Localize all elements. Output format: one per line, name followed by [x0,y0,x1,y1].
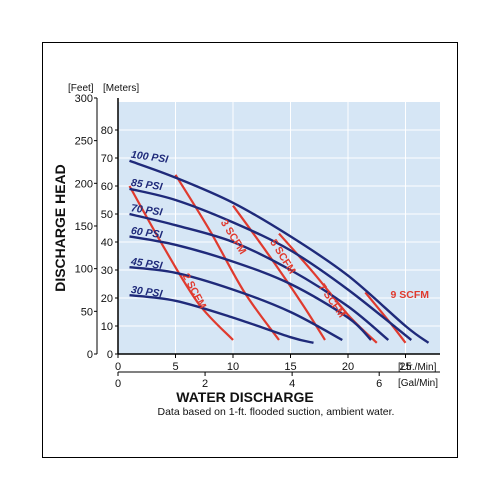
pressure-curve-5 [129,266,343,342]
pressure-curve-2 [129,187,413,341]
y-tick-label-meters: 80 [101,125,113,137]
pressure-curve-1 [129,159,430,344]
x-tick-label-gpm: 2 [202,378,208,390]
y-tick-label-meters: 10 [101,321,113,333]
pressure-label: 100 PSI [130,149,170,166]
pressure-curve-6 [129,294,314,344]
x-tick-label-lpm: 25 [399,361,411,373]
x-tick-label-lpm: 0 [115,361,121,373]
x-tick-label-lpm: 10 [227,361,239,373]
pressure-label: 70 PSI [130,202,164,218]
y-tick-label-feet: 0 [87,349,93,361]
y-unit-feet: [Feet] [68,83,94,94]
pressure-label: 60 PSI [130,225,164,241]
pressure-curve-3 [129,212,390,341]
y-tick-label-meters: 50 [101,209,113,221]
y-tick-label-meters: 0 [107,349,113,361]
pressure-label: 30 PSI [130,284,164,300]
y-tick-label-feet: 250 [75,136,93,148]
x-axis-title: WATER DISCHARGE [176,389,313,405]
pressure-curves [129,159,430,344]
y-tick-label-meters: 20 [101,293,113,305]
y-tick-label-meters: 60 [101,181,113,193]
x-tick-label-lpm: 15 [284,361,296,373]
x-tick-label-gpm: 6 [376,378,382,390]
y-tick-label-meters: 70 [101,153,113,165]
chart-note: Data based on 1-ft. flooded suction, amb… [158,406,395,418]
x-tick-label-gpm: 0 [115,378,121,390]
y-unit-meters: [Meters] [103,83,139,94]
y-tick-label-meters: 40 [101,237,113,249]
y-tick-label-feet: 200 [75,178,93,190]
x-tick-label-gpm: 4 [289,378,295,390]
y-tick-label-meters: 30 [101,265,113,277]
x-unit-gallons: [Gal/Min] [398,378,438,389]
pressure-curve-4 [129,235,372,341]
x-unit-liters: [Ltr./Min] [398,362,437,373]
pressure-label: 85 PSI [130,177,164,193]
x-tick-label-lpm: 20 [342,361,354,373]
x-tick-label-lpm: 5 [172,361,178,373]
y-tick-label-feet: 50 [81,306,93,318]
y-tick-label-feet: 150 [75,221,93,233]
y-tick-label-feet: 300 [75,93,93,105]
air-label: 9 SCFM [391,289,430,301]
y-axis-title: DISCHARGE HEAD [52,164,68,292]
pressure-label: 45 PSI [129,256,164,273]
y-tick-label-feet: 100 [75,264,93,276]
